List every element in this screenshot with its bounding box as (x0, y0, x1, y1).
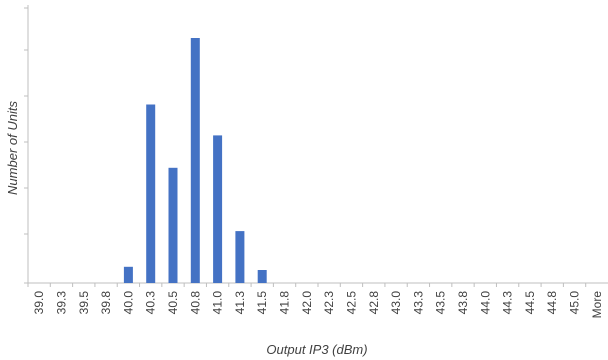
bar-41.0 (213, 135, 223, 283)
bar-41.5 (257, 270, 267, 283)
x-tick-label: More (590, 291, 604, 319)
x-tick-label: 43.5 (434, 291, 448, 315)
bar-41.3 (235, 231, 245, 283)
x-tick-label: 41.0 (211, 291, 225, 315)
x-tick-label: 42.5 (345, 291, 359, 315)
x-tick-label: 39.0 (32, 291, 46, 315)
bar-40.0 (123, 266, 133, 283)
x-tick-label: 43.3 (411, 291, 425, 315)
x-tick-label: 42.8 (367, 291, 381, 315)
x-tick-label: 41.5 (255, 291, 269, 315)
x-tick-label: 44.3 (501, 291, 515, 315)
x-tick-label: 39.3 (55, 291, 69, 315)
x-tick-label: 44.8 (545, 291, 559, 315)
bar-40.5 (168, 167, 178, 283)
x-tick-label: 39.8 (99, 291, 113, 315)
x-tick-label: 40.8 (188, 291, 202, 315)
x-axis-title: Output IP3 (dBm) (266, 342, 367, 357)
x-tick-label: 44.5 (523, 291, 537, 315)
x-tick-label: 39.5 (77, 291, 91, 315)
x-tick-label: 42.0 (300, 291, 314, 315)
bar-40.8 (190, 38, 200, 283)
y-axis-title: Number of Units (5, 101, 20, 195)
x-tick-label: 40.0 (121, 291, 135, 315)
x-tick-label: 40.3 (144, 291, 158, 315)
x-tick-label: 42.3 (322, 291, 336, 315)
x-tick-label: 41.8 (278, 291, 292, 315)
x-tick-label: 43.8 (456, 291, 470, 315)
x-tick-label: 43.0 (389, 291, 403, 315)
x-tick-label: 45.0 (568, 291, 582, 315)
x-tick-label: 40.5 (166, 291, 180, 315)
plot-area: 39.0 39.3 39.5 39.8 40.0 40.3 40.5 40.8 41.0 41.3… (24, 5, 608, 318)
x-tick-label: 44.0 (478, 291, 492, 315)
x-tick-label: 41.3 (233, 291, 247, 315)
bar-40.3 (146, 104, 156, 283)
